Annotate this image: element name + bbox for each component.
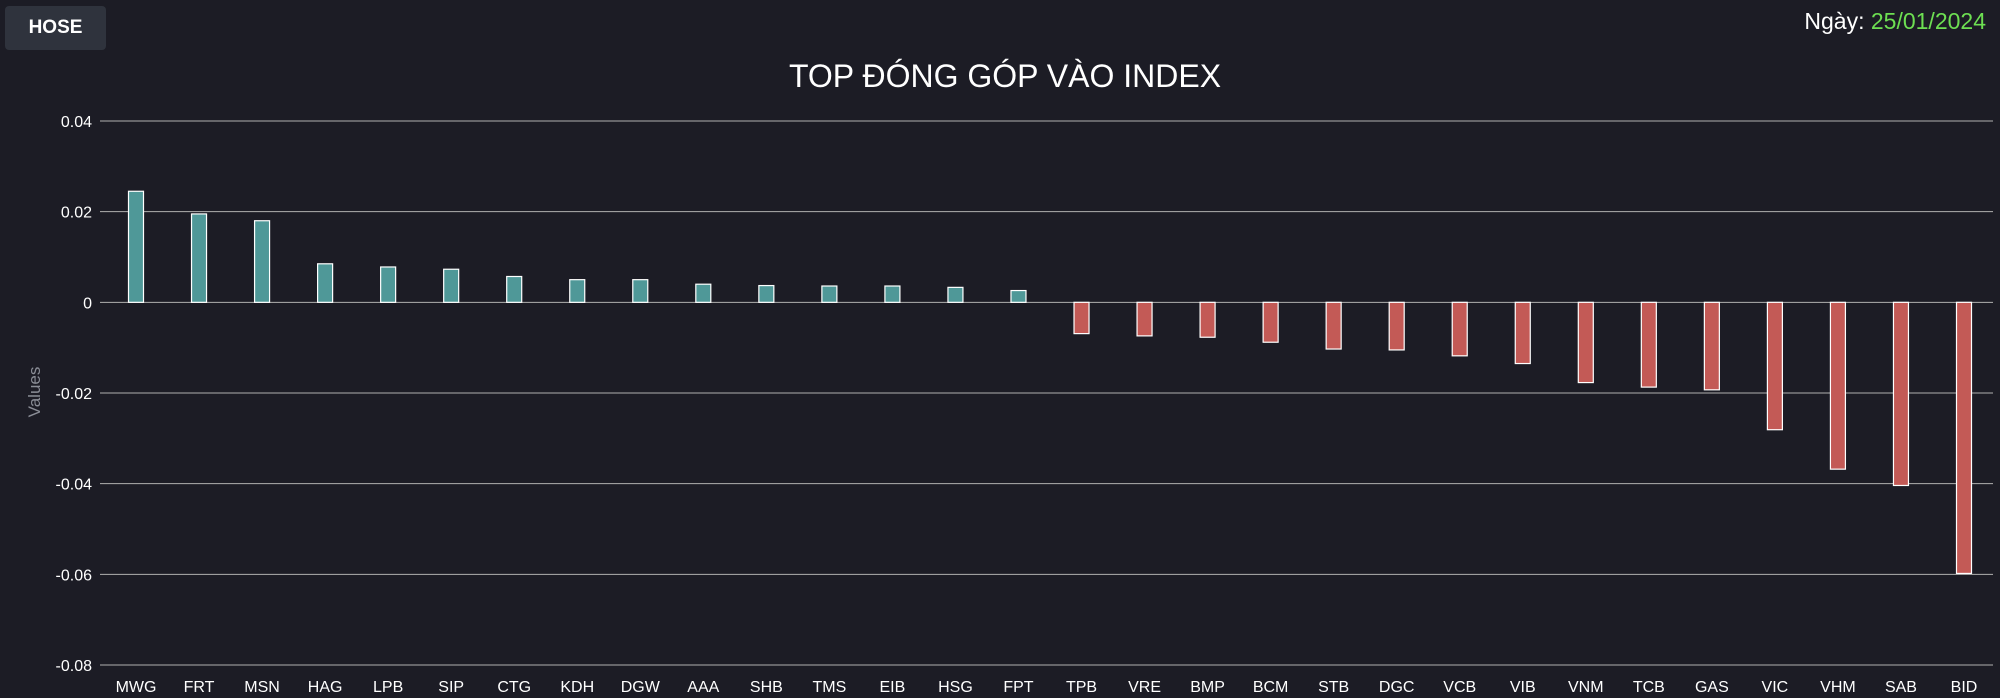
category-label-dgc: DGC (1379, 679, 1415, 696)
bar-stb[interactable] (1325, 301, 1342, 350)
bar-vnm[interactable] (1577, 301, 1594, 384)
bar-vre[interactable] (1136, 301, 1153, 337)
bar-gas[interactable] (1703, 301, 1720, 391)
category-label-fpt: FPT (1003, 679, 1033, 696)
category-label-stb: STB (1318, 679, 1349, 696)
category-label-vic: VIC (1762, 679, 1789, 696)
bar-eib[interactable] (884, 285, 901, 303)
category-label-gas: GAS (1695, 679, 1729, 696)
bar-vcb[interactable] (1451, 301, 1468, 357)
exchange-button[interactable]: HOSE (5, 6, 106, 50)
bar-frt[interactable] (190, 213, 208, 303)
category-label-msn: MSN (244, 679, 280, 696)
bar-dgw[interactable] (632, 279, 649, 303)
bar-hag[interactable] (317, 263, 334, 303)
y-tick-label: 0.02 (61, 205, 92, 222)
bar-sip[interactable] (443, 268, 460, 303)
bar-dgc[interactable] (1388, 301, 1405, 351)
category-label-vnm: VNM (1568, 679, 1604, 696)
date-label: Ngày: (1804, 8, 1865, 34)
category-label-vre: VRE (1128, 679, 1161, 696)
category-label-lpb: LPB (373, 679, 403, 696)
bar-sab[interactable] (1892, 301, 1910, 487)
category-label-bid: BID (1951, 679, 1978, 696)
category-label-sip: SIP (438, 679, 464, 696)
bar-msn[interactable] (253, 220, 271, 303)
bar-fpt[interactable] (1010, 289, 1027, 303)
category-label-tms: TMS (812, 679, 846, 696)
date-value: 25/01/2024 (1870, 8, 1986, 34)
category-labels: MWG FRT MSN HAG LPB SIP CTG KDH DGW AAA SHB TMS EIB H… (116, 679, 1978, 696)
category-label-hag: HAG (308, 679, 343, 696)
category-label-shb: SHB (750, 679, 783, 696)
chart-title: TOP ĐÓNG GÓP VÀO INDEX (789, 58, 1221, 94)
date-display: Ngày: 25/01/2024 (1804, 8, 1986, 35)
category-label-aaa: AAA (687, 679, 719, 696)
y-tick-label: 0.04 (61, 114, 92, 131)
category-label-hsg: HSG (938, 679, 973, 696)
bar-aaa[interactable] (695, 283, 712, 303)
bar-shb[interactable] (758, 284, 775, 303)
category-label-tcb: TCB (1633, 679, 1665, 696)
category-label-mwg: MWG (116, 679, 157, 696)
bar-bmp[interactable] (1199, 301, 1216, 338)
bar-vhm[interactable] (1829, 301, 1847, 470)
category-label-vcb: VCB (1443, 679, 1476, 696)
category-label-ctg: CTG (497, 679, 531, 696)
category-label-eib: EIB (880, 679, 906, 696)
bar-lpb[interactable] (380, 266, 397, 303)
bar-mwg[interactable] (127, 190, 145, 303)
bar-kdh[interactable] (569, 279, 586, 303)
y-tick-label: -0.02 (56, 386, 93, 403)
y-tick-label: -0.04 (56, 477, 93, 494)
category-label-vhm: VHM (1820, 679, 1856, 696)
category-label-sab: SAB (1885, 679, 1917, 696)
grid-layer: 0.04 0.02 0 -0.02 -0.04 -0.06 -0.08 (56, 114, 1993, 675)
bar-vib[interactable] (1514, 301, 1531, 365)
category-label-dgw: DGW (621, 679, 661, 696)
category-label-bmp: BMP (1190, 679, 1225, 696)
bar-bcm[interactable] (1262, 301, 1279, 343)
category-label-tpb: TPB (1066, 679, 1097, 696)
y-axis-label: Values (25, 367, 44, 418)
category-label-kdh: KDH (560, 679, 594, 696)
y-tick-label: 0 (83, 295, 92, 312)
bar-tms[interactable] (821, 285, 838, 303)
bar-tpb[interactable] (1073, 301, 1090, 335)
y-tick-label: -0.06 (56, 567, 93, 584)
bar-vic[interactable] (1766, 301, 1783, 431)
y-tick-label: -0.08 (56, 658, 93, 675)
bar-layer (127, 190, 1973, 575)
category-label-frt: FRT (184, 679, 215, 696)
bar-hsg[interactable] (947, 286, 964, 303)
bar-bid[interactable] (1955, 301, 1973, 575)
category-label-bcm: BCM (1253, 679, 1289, 696)
bar-ctg[interactable] (506, 275, 523, 303)
bar-tcb[interactable] (1640, 301, 1657, 388)
category-label-vib: VIB (1510, 679, 1536, 696)
